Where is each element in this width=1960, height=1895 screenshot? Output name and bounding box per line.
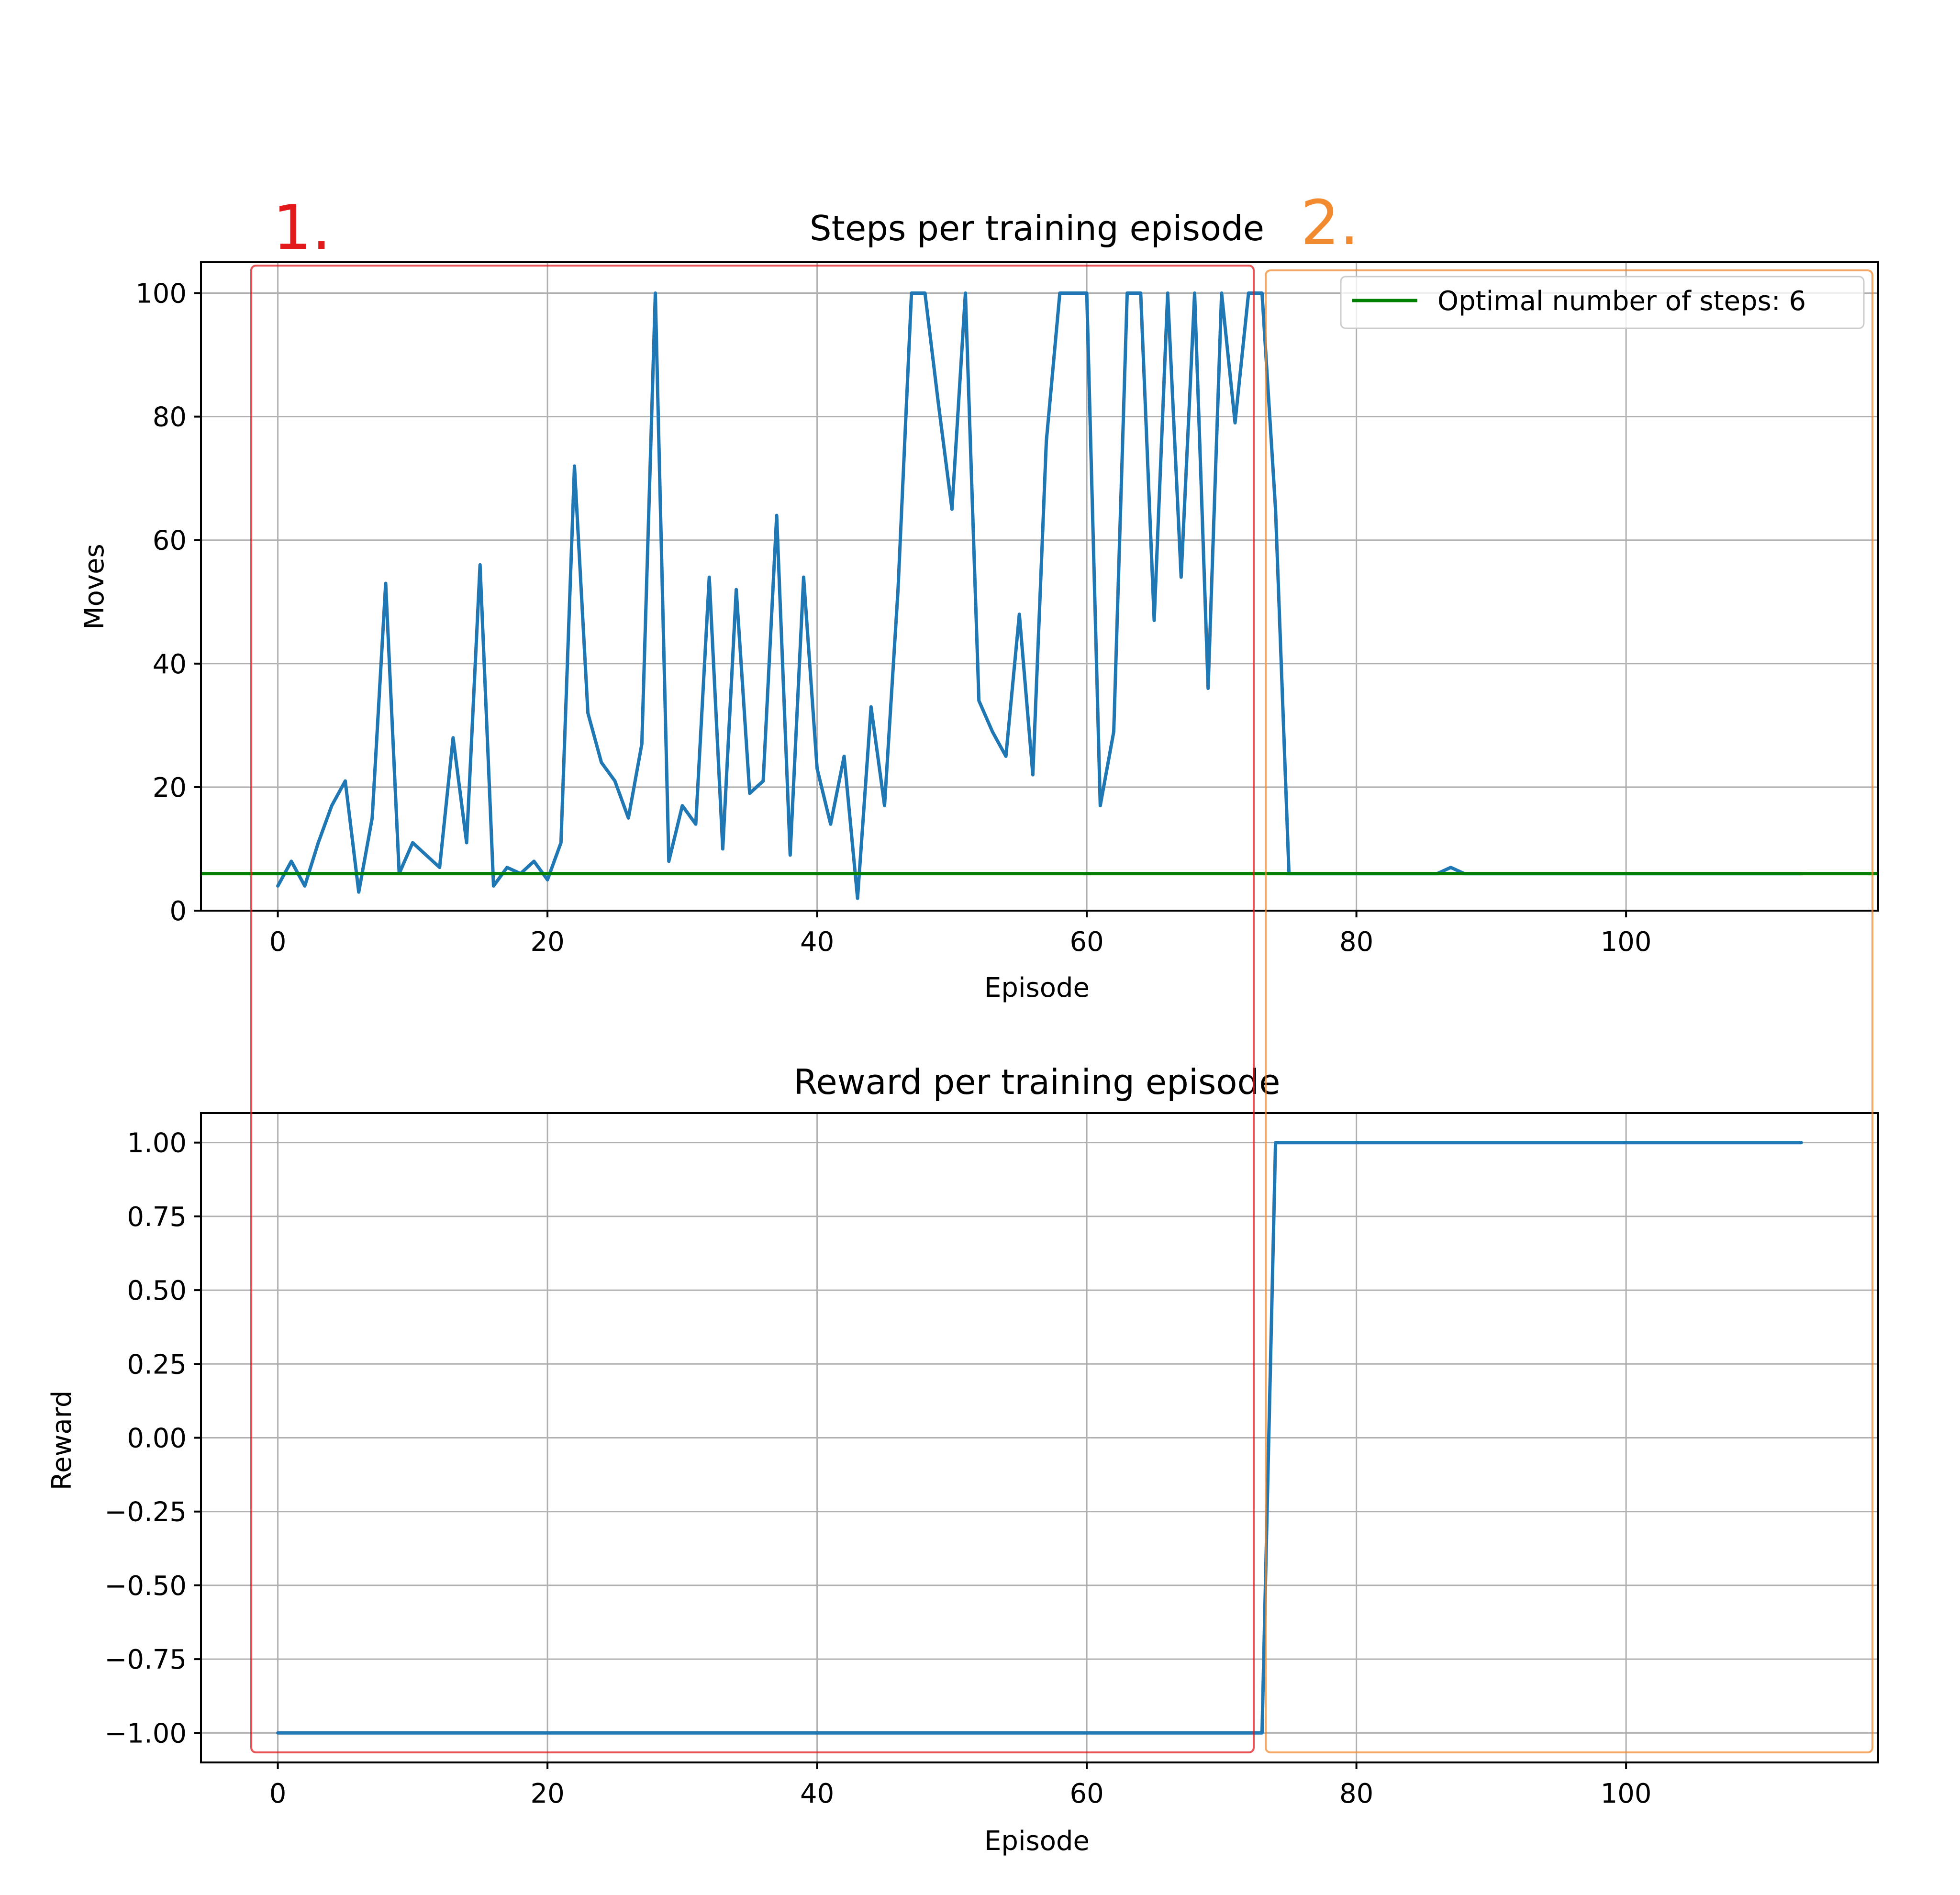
- reward-ytick-label: 0.25: [127, 1349, 187, 1380]
- legend: Optimal number of steps: 6: [1340, 276, 1865, 329]
- steps-ytick-label: 100: [135, 279, 187, 310]
- legend-box: [1340, 276, 1865, 329]
- reward-chart: Reward per training episode 0 20 40 60 80 100…: [46, 1062, 1879, 1857]
- steps-chart-ylabel: Moves: [79, 544, 110, 629]
- reward-ytick-label: −1.00: [104, 1718, 187, 1749]
- reward-ytick-label: 1.00: [127, 1128, 187, 1159]
- legend-entry-optimal: Optimal number of steps: 6: [1437, 286, 1806, 317]
- steps-ytick-label: 80: [153, 402, 187, 433]
- steps-xtick-label: 80: [1339, 926, 1373, 958]
- reward-ytick-label: 0.50: [127, 1275, 187, 1306]
- steps-ytick-label: 0: [169, 896, 187, 927]
- reward-chart-grid: [201, 1113, 1878, 1762]
- steps-xtick-label: 0: [269, 926, 287, 958]
- reward-ytick-label: −0.25: [104, 1497, 187, 1528]
- reward-xtick-label: 40: [800, 1778, 834, 1809]
- steps-chart: Steps per training episode 0 20 40 60 80 1000…: [79, 208, 1879, 1003]
- reward-xtick-label: 0: [269, 1778, 287, 1809]
- reward-chart-xlabel: Episode: [984, 1826, 1090, 1857]
- reward-chart-title: Reward per training episode: [794, 1062, 1281, 1102]
- reward-chart-ylabel: Reward: [46, 1391, 78, 1491]
- reward-ytick-label: 0.75: [127, 1202, 187, 1233]
- steps-chart-series: [201, 291, 1878, 900]
- reward-xtick-label: 80: [1339, 1778, 1373, 1809]
- reward-xtick-label: 20: [530, 1778, 564, 1809]
- steps-chart-ticks: 0 20 40 60 80 100 0 20 40 60 80 100: [135, 279, 1651, 958]
- steps-ytick-label: 20: [153, 772, 187, 803]
- region-1-box: [250, 265, 1255, 1753]
- region-2-label: 2.: [1301, 188, 1359, 259]
- steps-xtick-label: 20: [530, 926, 564, 958]
- steps-chart-frame: [200, 261, 1879, 912]
- reward-xtick-label: 60: [1069, 1778, 1103, 1809]
- reward-xtick-label: 100: [1601, 1778, 1652, 1809]
- reward-series-line: [276, 1141, 1803, 1735]
- steps-chart-xlabel: Episode: [984, 972, 1090, 1003]
- reward-ytick-label: 0.00: [127, 1423, 187, 1454]
- steps-xtick-label: 60: [1069, 926, 1103, 958]
- steps-xtick-label: 40: [800, 926, 834, 958]
- steps-series-line: [276, 291, 1803, 900]
- region-annotations: 1. 2.: [250, 188, 1873, 1753]
- steps-xtick-label: 100: [1601, 926, 1652, 958]
- steps-ytick-label: 60: [153, 525, 187, 557]
- steps-ytick-label: 40: [153, 649, 187, 680]
- reward-ytick-label: −0.50: [104, 1571, 187, 1602]
- reward-chart-series: [276, 1141, 1803, 1735]
- steps-chart-title: Steps per training episode: [810, 208, 1264, 248]
- reward-ytick-label: −0.75: [104, 1644, 187, 1675]
- region-1-label: 1.: [273, 192, 331, 264]
- reward-chart-ticks: 0 20 40 60 80 100 1.00 0.75 0.50 0.25 0.00 −0.25 −0.…: [104, 1128, 1651, 1809]
- region-2-box: [1265, 269, 1873, 1753]
